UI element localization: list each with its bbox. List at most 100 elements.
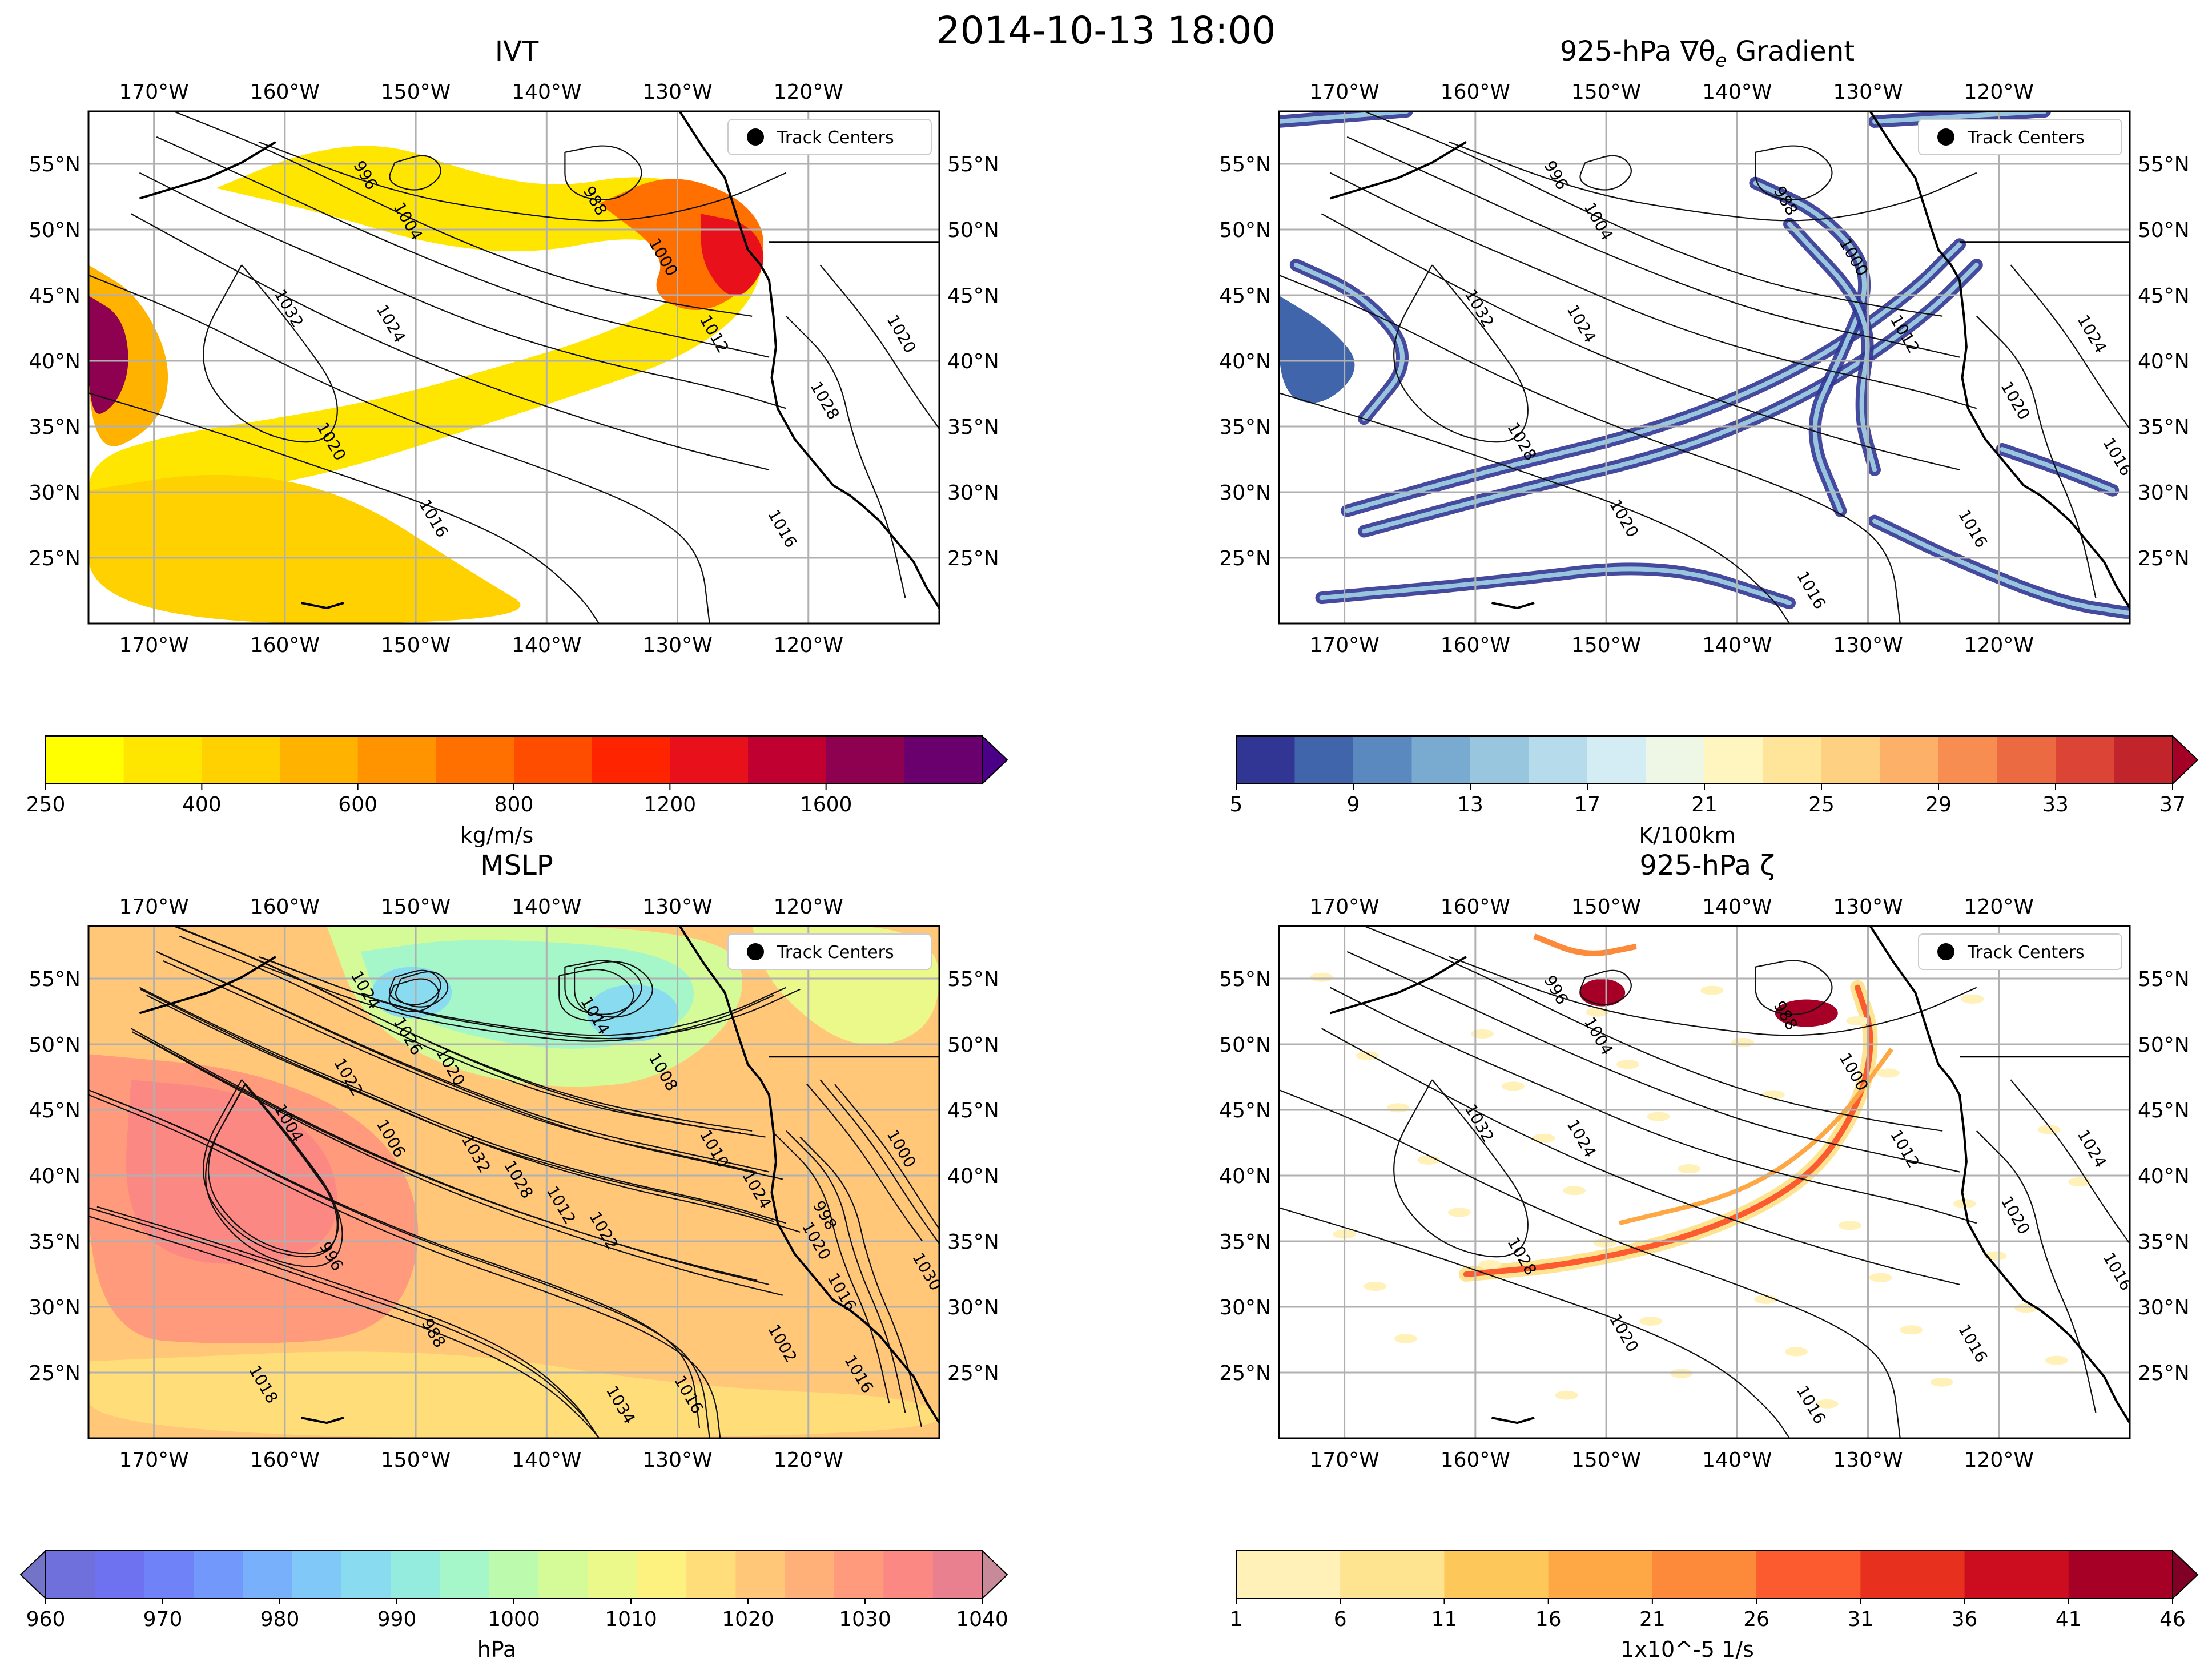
vort-speckle [1900, 1325, 1923, 1335]
isobar [140, 988, 801, 1233]
isobar [819, 264, 939, 429]
colorbar-swatch [748, 736, 827, 784]
isobar [2010, 264, 2130, 429]
lat-tick-label-left: 50°N [29, 219, 81, 242]
lat-tick-label-left: 30°N [29, 1296, 81, 1319]
vort-speckle [1930, 1377, 1953, 1387]
lat-tick-label-right: 25°N [947, 547, 999, 570]
legend-marker [747, 128, 764, 146]
colorbar-swatch [592, 736, 670, 784]
legend-label: Track Centers [777, 943, 894, 963]
lat-tick-label-left: 30°N [1219, 481, 1271, 505]
lat-tick-label-right: 25°N [2138, 1362, 2190, 1385]
coastline [678, 111, 939, 609]
hawaii-islands [1491, 602, 1535, 610]
lat-tick-label-left: 40°N [29, 350, 81, 373]
legend-box [1918, 933, 2122, 970]
lon-tick-label-top: 160°W [1441, 81, 1510, 104]
lon-tick-label-bottom: 160°W [250, 634, 320, 657]
lon-tick-label-top: 160°W [1441, 895, 1510, 919]
colorbar-tick-label: 1010 [605, 1608, 657, 1631]
colorbar-swatch [637, 1551, 687, 1599]
isobar [139, 172, 787, 409]
lon-tick-label-top: 130°W [642, 895, 712, 919]
lat-tick-label-left: 50°N [1219, 1033, 1271, 1057]
colorbar-tick-label: 11 [1431, 1608, 1458, 1631]
colorbar-swatch [1294, 736, 1354, 784]
colorbar-label-vorticity: 1x10^-5 1/s [1620, 1637, 1754, 1662]
legend-box [1918, 119, 2122, 155]
isobar [1393, 1079, 1529, 1258]
colorbar-extend-max [982, 1549, 1008, 1600]
isobar [1279, 392, 1790, 623]
colorbar-body: 960 970 980 990 1000 1010 1020 1030 1040 [19, 1549, 1008, 1631]
legend-marker [747, 943, 764, 960]
lat-tick-label-right: 40°N [947, 1165, 999, 1188]
lat-tick-label-left: 25°N [29, 547, 81, 570]
colorbar-frame [1236, 1550, 2173, 1599]
isobar [203, 264, 338, 443]
colorbar-swatch [2056, 736, 2114, 784]
colorbar-tick-label: 26 [1743, 1608, 1769, 1631]
lon-tick-label-bottom: 140°W [512, 634, 581, 657]
lon-tick-label-bottom: 120°W [1964, 1448, 2034, 1472]
gradient-band-core [1872, 518, 2130, 616]
lat-tick-label-right: 55°N [947, 968, 999, 991]
colorbar-swatch [834, 1551, 884, 1599]
colorbar-tick-label: 21 [1639, 1608, 1666, 1631]
vort-max-west [1579, 979, 1626, 1007]
colorbar-extend-min [19, 1549, 46, 1600]
colorbar-swatch [2068, 1551, 2173, 1599]
lon-tick-label-bottom: 130°W [642, 1448, 712, 1472]
colorbar-tick-label: 46 [2159, 1608, 2186, 1631]
colorbar-swatch [280, 736, 359, 784]
isobar [138, 1034, 758, 1281]
isobar [208, 1083, 339, 1255]
lon-tick-label-bottom: 130°W [1833, 1448, 1903, 1472]
lat-tick-label-left: 40°N [1219, 1165, 1271, 1188]
lon-tick-label-top: 140°W [512, 81, 581, 104]
lat-tick-label-right: 55°N [2138, 153, 2190, 176]
lat-tick-label-left: 55°N [1219, 153, 1271, 176]
colorbar-swatch [670, 736, 749, 784]
isobar [1393, 264, 1529, 443]
colorbar-tick-label: 600 [338, 793, 377, 816]
colorbar-swatch [1411, 736, 1471, 784]
isobar [205, 1084, 343, 1267]
isobar [262, 965, 774, 1042]
colorbar-extend-max [2172, 734, 2199, 786]
gradient-band-core [1787, 222, 1877, 472]
isobar [395, 971, 449, 1008]
gradient-band-core [1279, 111, 1409, 124]
isobar [1976, 1130, 2097, 1413]
colorbar-swatch [95, 1551, 145, 1599]
aleutian-islands [1329, 956, 1467, 1015]
colorbar-theta-e-gradient: 5 9 13 17 21 25 29 33 37 [1230, 734, 2199, 816]
lat-tick-label-left: 50°N [1219, 219, 1271, 242]
colorbar-tick-label: 9 [1347, 793, 1360, 816]
hawaii-islands [1491, 1417, 1535, 1425]
panel-title-ivt: IVT [494, 35, 539, 67]
lon-tick-label-top: 140°W [1702, 895, 1772, 919]
colorbar-tick-label: 16 [1535, 1608, 1562, 1631]
colorbar-swatch [514, 736, 593, 784]
isobar [89, 1207, 600, 1438]
lat-tick-label-right: 40°N [2138, 350, 2190, 373]
colorbar-swatch [46, 1551, 95, 1599]
lat-tick-label-left: 25°N [1219, 547, 1271, 570]
vort-speckle [2014, 1303, 2038, 1313]
isobar [89, 275, 710, 623]
vort-speckle [1731, 1038, 1755, 1048]
isobar [786, 1130, 906, 1413]
vort-speckle [1846, 1016, 1869, 1025]
lat-tick-label-left: 25°N [1219, 1362, 1271, 1385]
lon-tick-label-bottom: 170°W [1309, 1448, 1379, 1472]
colorbar-label-mslp: hPa [477, 1637, 517, 1662]
lon-tick-label-bottom: 120°W [774, 1448, 843, 1472]
lat-tick-label-right: 30°N [947, 481, 999, 505]
lon-tick-label-top: 130°W [642, 81, 712, 104]
